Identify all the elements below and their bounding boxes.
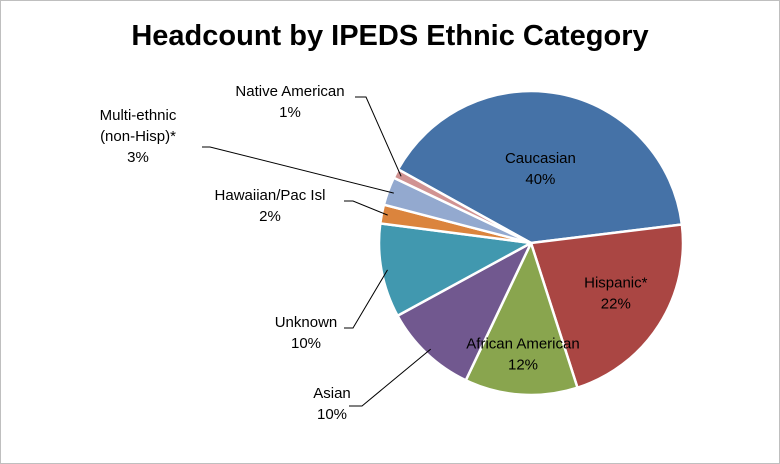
slice-label-multi-ethnic-non-hisp: Multi-ethnic (non-Hisp)* 3% (100, 107, 177, 166)
leader-line-native-american (355, 97, 401, 176)
slice-label-asian: Asian 10% (313, 385, 351, 423)
leader-line-asian (349, 349, 431, 406)
slice-label-hawaiian-pac-isl: Hawaiian/Pac Isl 2% (215, 187, 326, 225)
slice-label-native-american: Native American 1% (235, 83, 344, 121)
slice-label-unknown: Unknown 10% (275, 314, 338, 352)
leader-line-unknown (344, 270, 388, 328)
